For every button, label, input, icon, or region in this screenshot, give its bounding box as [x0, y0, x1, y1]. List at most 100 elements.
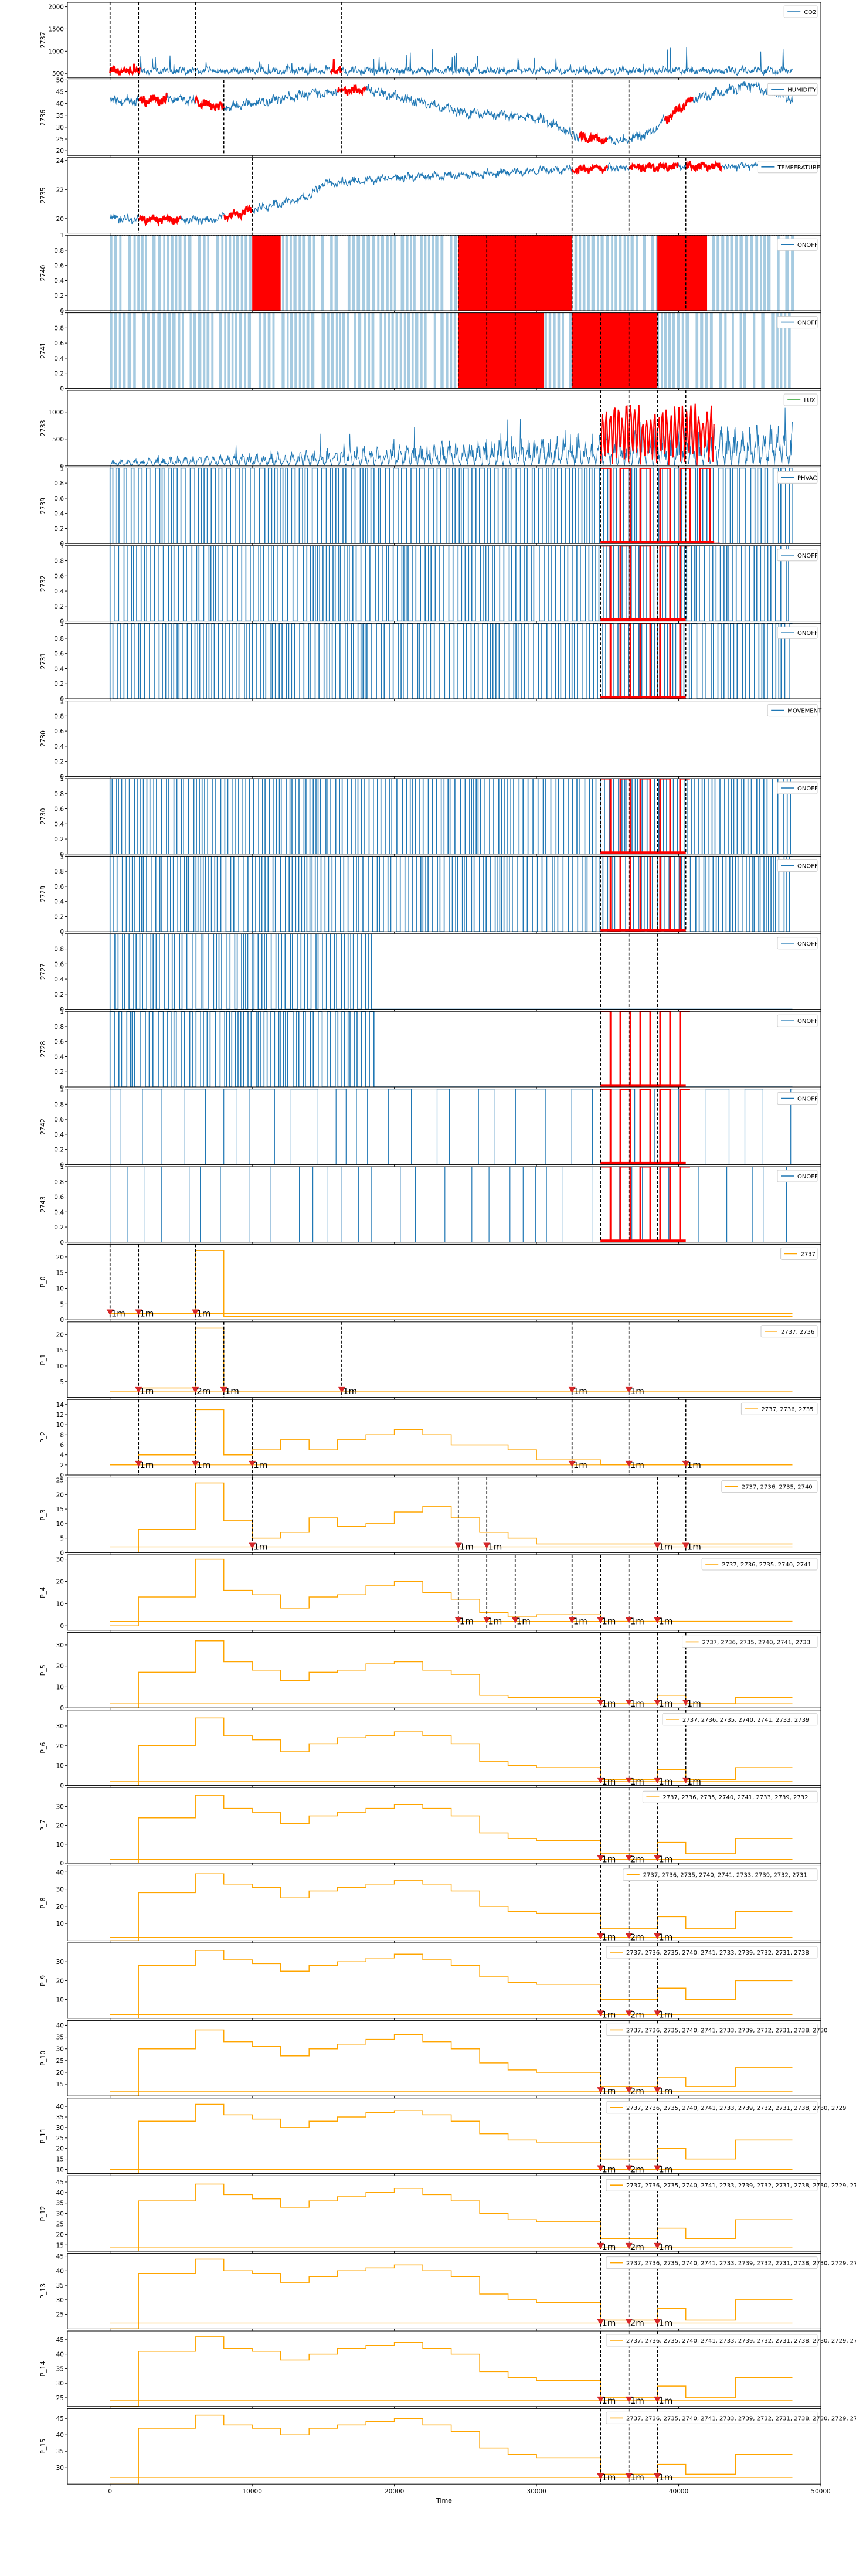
onoff-bar — [739, 312, 742, 389]
series-line — [110, 1089, 793, 1165]
onoff-bar — [352, 235, 355, 311]
ytick-label-6: 1 — [60, 1086, 64, 1093]
onoff-bar — [227, 312, 230, 389]
ytick-label-2: 0.2 — [54, 603, 64, 610]
axes-frame — [67, 855, 821, 932]
onoff-bar — [377, 235, 380, 311]
legend-box — [740, 1402, 818, 1415]
legend-box — [701, 1558, 818, 1571]
ytick-label-1: 10 — [56, 1997, 64, 2004]
onoff-bar — [614, 235, 617, 311]
onoff-bar — [776, 312, 779, 389]
onoff-bar — [661, 312, 663, 389]
partition-step-line — [110, 2414, 793, 2485]
axes-frame — [67, 390, 821, 467]
onoff-bar — [785, 235, 789, 311]
legend-box — [606, 2023, 818, 2036]
onoff-bar — [780, 312, 783, 389]
ytick-label-2: 10 — [56, 1363, 64, 1370]
ytick-label-7: 45 — [56, 2179, 64, 2186]
onoff-bar — [432, 235, 434, 311]
marker-label-3: 1m — [658, 2086, 672, 2096]
ytick-label-2: 30 — [56, 2297, 64, 2304]
onoff-bar — [302, 312, 305, 389]
ytick-label-5: 35 — [56, 2200, 64, 2207]
legend-label: PHVAC — [797, 475, 817, 481]
axes-frame — [67, 79, 821, 156]
ylabel: 2730 — [39, 730, 47, 747]
ytick-label-1: 10 — [56, 1921, 64, 1928]
marker-label-5: 1m — [630, 1460, 644, 1470]
axes-frame — [67, 1399, 821, 1476]
series-line — [110, 1167, 793, 1242]
xtick-label-6: 50000 — [811, 2488, 830, 2495]
marker-label-1: 1m — [602, 2472, 616, 2483]
onoff-bar — [553, 312, 556, 389]
ytick-label-1: 0 — [60, 1623, 64, 1630]
marker-label-1: 1m — [111, 1308, 125, 1318]
onoff-bar — [228, 235, 232, 311]
onoff-bar — [440, 312, 444, 389]
ytick-label-5: 0.8 — [54, 946, 64, 953]
onoff-bar — [739, 235, 743, 311]
marker-triangle-3 — [654, 1933, 661, 1939]
legend-label: MOVEMENT — [787, 708, 822, 715]
ytick-label-1: 500 — [52, 70, 64, 77]
ytick-label-1: 0 — [60, 929, 64, 936]
onoff-bar — [562, 312, 565, 389]
panel-13: 0 0.2 0.4 0.6 0.8 1 2727 ONOFF — [39, 931, 821, 1014]
axes-frame — [67, 1089, 821, 1165]
ytick-label-3: 0.4 — [54, 277, 64, 284]
marker-triangle-4 — [682, 1700, 689, 1706]
legend-label: 2737, 2736, 2735, 2740, 2741, 2733, 2739… — [626, 2105, 846, 2112]
panel-8: 0 0.2 0.4 0.6 0.8 1 2732 ONOFF — [39, 543, 821, 626]
onoff-bar — [407, 312, 410, 389]
legend-label: HUMIDITY — [787, 87, 817, 93]
marker-label-2: 1m — [460, 1541, 474, 1552]
partition-step-line — [110, 1558, 793, 1626]
onoff-bar — [244, 235, 247, 311]
panel-10: 0 0.2 0.4 0.6 0.8 1 2730 MOVEMENT — [39, 698, 822, 781]
ytick-label-3: 0.4 — [54, 821, 64, 828]
marker-label-1: 1m — [602, 1776, 616, 1787]
onoff-bar — [221, 235, 224, 311]
legend-label: 2737, 2736, 2735, 2740, 2741, 2733, 2739 — [682, 1717, 809, 1724]
ytick-label-3: 20 — [56, 1663, 64, 1670]
ytick-label-4: 0.6 — [54, 1194, 64, 1201]
ylabel: 2731 — [39, 653, 47, 670]
ylabel: P_4 — [39, 1587, 47, 1598]
onoff-bar — [178, 235, 182, 311]
onoff-bar — [231, 312, 234, 389]
anomaly-region-3 — [657, 235, 708, 311]
onoff-bar — [267, 312, 271, 389]
ylabel: 2736 — [39, 110, 47, 126]
ytick-label-1: 5 — [60, 1379, 64, 1386]
panel-2: 20 25 30 35 40 45 50 2736 HUMIDITY — [39, 77, 821, 158]
ytick-label-5: 8 — [60, 1432, 64, 1439]
partition-step-line — [110, 2029, 793, 2096]
onoff-bar — [356, 235, 361, 311]
panel-17: 1m 1m 1m 0 5 10 15 20 P_0 2737 — [39, 1243, 821, 1324]
ytick-label-4: 25 — [56, 2135, 64, 2142]
onoff-bar — [777, 235, 780, 311]
onoff-bar — [123, 312, 126, 389]
ytick-label-5: 40 — [56, 101, 64, 108]
panel-9: 0 0.2 0.4 0.6 0.8 1 2731 ONOFF — [39, 620, 821, 703]
axes-frame — [67, 623, 821, 699]
ytick-label-1: 25 — [56, 2395, 64, 2402]
ylabel: P_1 — [39, 1354, 47, 1365]
panel-19: 1m 1m 1m 1m 1m 1m 0 2 4 6 8 10 12 14 P_2 2737, 2736, 27… — [39, 1399, 821, 1479]
onoff-bar — [167, 235, 169, 311]
onoff-bar — [298, 312, 301, 389]
marker-label-1: 1m — [602, 2009, 616, 2020]
onoff-bar — [685, 312, 689, 389]
marker-triangle-7 — [654, 1617, 661, 1623]
onoff-bar — [306, 312, 310, 389]
marker-triangle-6 — [625, 1386, 633, 1393]
onoff-bar — [331, 312, 334, 389]
marker-triangle-3 — [192, 1309, 199, 1316]
legend-box — [606, 2411, 818, 2424]
onoff-bar — [152, 312, 155, 389]
onoff-bar — [128, 235, 132, 311]
